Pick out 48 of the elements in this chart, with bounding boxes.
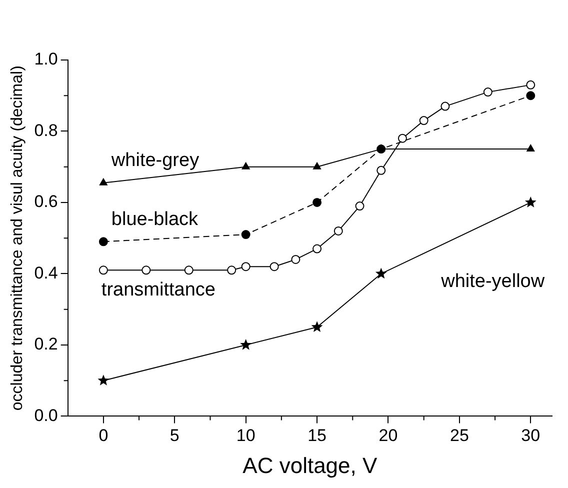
- y-axis-title: occluder transmittance and visul acuity (decimal): [9, 66, 26, 411]
- point: [98, 266, 108, 275]
- x-tick-label: 5: [170, 426, 180, 446]
- y-tick-label: 0.2: [34, 334, 58, 354]
- x-axis-title: AC voltage, V: [242, 452, 378, 478]
- point: [419, 116, 428, 126]
- y-tick-label: 0.4: [34, 263, 58, 282]
- point: [227, 266, 236, 275]
- point: [142, 266, 151, 275]
- point: [375, 268, 387, 279]
- point: [240, 338, 252, 350]
- point: [312, 244, 322, 254]
- point: [355, 202, 364, 211]
- point: [526, 91, 536, 100]
- point: [483, 88, 492, 97]
- point: [98, 237, 108, 246]
- point: [291, 254, 300, 264]
- x-tick-label: 0: [98, 426, 108, 446]
- x-tick-label: 15: [308, 426, 326, 446]
- point: [376, 166, 386, 175]
- point: [270, 262, 279, 272]
- y-tick-label: 0.0: [34, 406, 58, 425]
- point: [526, 144, 535, 152]
- point: [526, 80, 536, 90]
- series-label: white-grey: [110, 150, 200, 172]
- point: [440, 102, 450, 111]
- point: [184, 266, 194, 275]
- x-tick-label: 20: [378, 426, 398, 446]
- point: [241, 262, 250, 272]
- x-tick-label: 25: [450, 426, 469, 446]
- series-label: transmittance: [101, 279, 216, 300]
- point: [398, 134, 407, 143]
- x-tick-label: 30: [521, 426, 540, 446]
- point: [334, 226, 343, 236]
- point: [242, 162, 250, 170]
- y-tick-label: 1.0: [34, 50, 58, 69]
- y-tick-label: 0.6: [34, 192, 58, 212]
- point: [312, 198, 322, 207]
- point: [99, 178, 108, 186]
- series-label: blue-black: [111, 208, 199, 230]
- series-label: white-yellow: [440, 270, 545, 292]
- point: [524, 196, 536, 208]
- y-tick-label: 0.8: [34, 120, 58, 140]
- point: [241, 230, 250, 240]
- point: [311, 321, 323, 332]
- x-tick-label: 10: [236, 426, 256, 446]
- point: [98, 374, 110, 386]
- point: [313, 162, 321, 170]
